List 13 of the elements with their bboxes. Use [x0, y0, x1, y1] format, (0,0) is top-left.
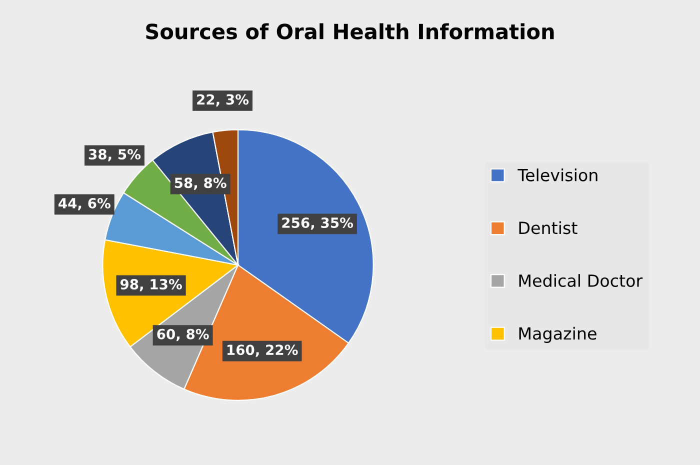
data-label: 22, 3%: [197, 94, 249, 106]
data-label: 44, 6%: [58, 198, 110, 210]
legend-label: Magazine: [519, 326, 596, 344]
data-label: 160, 22%: [227, 344, 298, 357]
data-label: 60, 8%: [157, 328, 209, 342]
chart-title: Sources of Oral Health Information: [146, 23, 554, 40]
legend-label: Dentist: [519, 221, 578, 234]
legend-label: Television: [518, 168, 598, 182]
data-label: 38, 5%: [88, 149, 141, 162]
data-label: 98, 13%: [120, 278, 182, 292]
data-label: 256, 35%: [282, 217, 354, 230]
legend-label: Medical Doctor: [519, 274, 643, 287]
data-label: 58, 8%: [174, 178, 226, 190]
